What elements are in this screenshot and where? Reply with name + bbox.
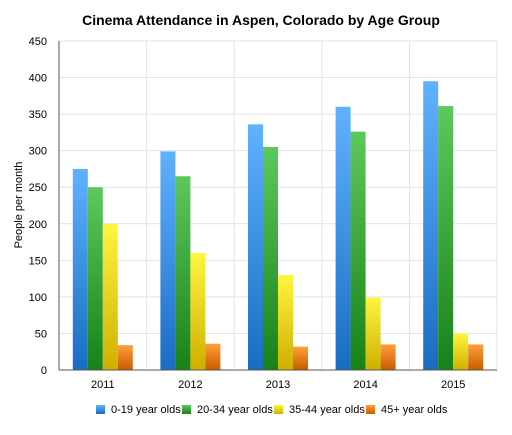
bar-35-44-year-olds-2014 [365,297,381,370]
y-tick-label: 350 [29,109,47,121]
bar-45-year-olds-2014 [380,344,396,370]
y-tick-label: 300 [29,146,47,158]
bar-20-34-year-olds-2012 [175,176,191,370]
bar-0-19-year-olds-2013 [248,124,263,370]
y-tick-label: 50 [35,328,47,340]
y-axis-label: People per month [13,162,25,249]
y-tick-label: 250 [29,182,47,194]
bar-35-44-year-olds-2015 [453,333,469,370]
bar-0-19-year-olds-2015 [423,81,439,370]
bar-20-34-year-olds-2015 [438,106,454,371]
bar-0-19-year-olds-2011 [72,168,88,370]
chart-title: Cinema Attendance in Aspen, Colorado by … [82,12,440,28]
x-tick-label: 2015 [441,379,465,391]
y-tick-label: 400 [29,73,47,85]
y-tick-label: 450 [29,36,47,48]
x-tick-label: 2012 [178,379,202,391]
bar-45-year-olds-2015 [468,344,484,370]
bar-35-44-year-olds-2011 [102,223,118,370]
bar-45-year-olds-2013 [293,346,308,370]
y-tick-label: 0 [41,365,47,377]
y-tick-label: 200 [29,219,47,231]
legend-swatch [182,405,191,414]
legend-label: 20-34 year olds [197,404,273,416]
bar-20-34-year-olds-2011 [87,187,103,370]
bar-45-year-olds-2011 [117,345,133,370]
axes: 0 50 100 150 200 250 300 350 400 450 2011 2012 2013 2… [29,36,497,391]
y-tick-label: 150 [29,255,47,267]
bar-35-44-year-olds-2013 [278,274,293,370]
legend: 0-19 year olds 20-34 year olds 35-44 year … [96,404,448,416]
bar-35-44-year-olds-2012 [190,253,206,370]
x-tick-label: 2011 [91,379,115,391]
legend-label: 0-19 year olds [111,404,181,416]
y-tick-label: 100 [29,292,47,304]
legend-swatch [274,405,283,414]
legend-swatch [366,405,375,414]
x-tick-label: 2014 [353,379,377,391]
bars [72,81,484,371]
legend-label: 35-44 year olds [289,404,365,416]
bar-0-19-year-olds-2012 [160,151,176,370]
legend-swatch [96,405,105,414]
bar-20-34-year-olds-2014 [350,131,366,370]
bar-45-year-olds-2012 [205,343,221,370]
legend-label: 45+ year olds [381,404,448,416]
bar-20-34-year-olds-2013 [263,147,278,370]
x-tick-label: 2013 [266,379,290,391]
bar-0-19-year-olds-2014 [335,106,351,371]
